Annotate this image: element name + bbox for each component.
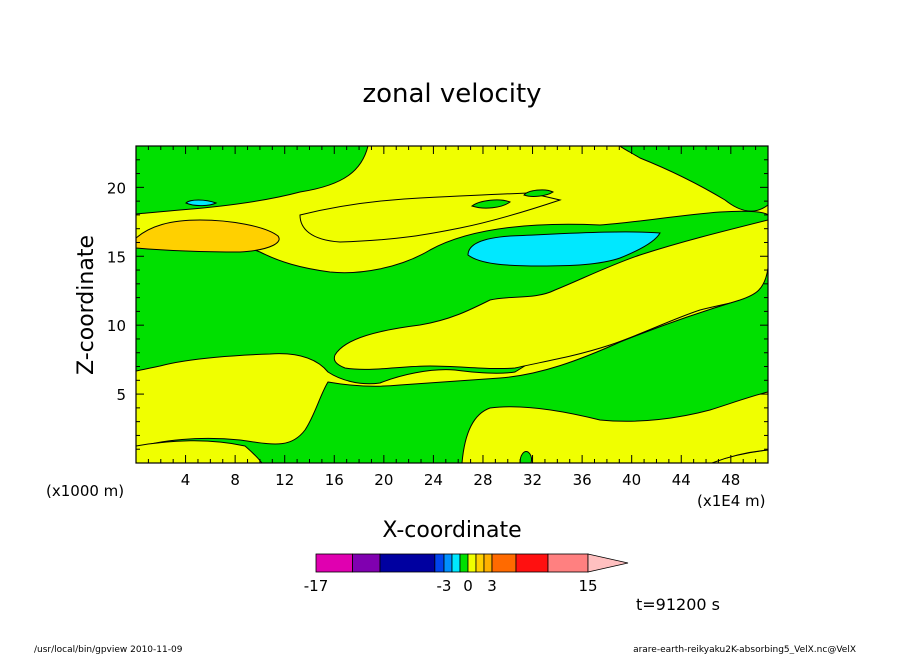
x-tick-label: 4 [181,471,191,489]
x-unit-label: (x1E4 m) [697,492,766,510]
colorbar-bin [315,553,353,573]
colorbar-bin [459,553,469,573]
colorbar-bin [451,553,461,573]
colorbar-bin [467,553,477,573]
y-tick-label: 10 [107,317,126,335]
colorbar: -17 -3 0 3 15 [304,553,629,595]
colorbar-bin [515,553,549,573]
y-tick-label: 15 [107,248,126,266]
colorbar-bin [352,553,381,573]
colorbar-bin [379,553,436,573]
region-negative-1-2-blob-small [185,199,218,207]
colorbar-bin [491,553,517,573]
chart-title: zonal velocity [362,79,541,109]
y-tick-label: 5 [116,386,126,404]
region-positive-lower-strip [461,391,768,463]
x-axis: 4 8 12 16 20 24 28 32 36 40 44 48 [147,146,757,489]
y-tick-label: 20 [107,179,126,197]
region-positive-bottom-left [136,440,263,463]
region-negative-island-2 [470,199,512,209]
x-tick-label: 32 [523,471,542,489]
y-unit-label: (x1000 m) [46,482,124,500]
x-tick-label: 16 [325,471,344,489]
x-tick-label: 8 [230,471,240,489]
x-tick-label: 48 [721,471,740,489]
x-tick-label: 36 [573,471,592,489]
colorbar-bin [483,553,493,573]
footer-left: /usr/local/bin/gpview 2010-11-09 [34,645,183,654]
footer-right: arare-earth-reikyaku2K-absorbing5_VelX.n… [633,645,856,654]
region-negative-1-2-blob-large [467,231,661,267]
colorbar-bin [434,553,445,573]
x-tick-label: 20 [374,471,393,489]
region-negative-top-left [136,146,369,215]
region-positive-1-2-blob [136,219,280,253]
x-tick-label: 44 [672,471,691,489]
region-negative-speck [519,451,533,463]
x-tick-label: 12 [275,471,294,489]
colorbar-bin [547,553,589,573]
x-axis-title: X-coordinate [382,518,521,543]
plot-area [136,146,768,463]
colorbar-tick-label: -3 [437,577,452,595]
x-tick-label: 24 [424,471,443,489]
colorbar-tick-label: -17 [304,577,329,595]
colorbar-tick-label: 3 [487,577,497,595]
colorbar-tick-label: 15 [578,577,597,595]
region-negative-top-right [619,146,768,212]
y-axis: 5 10 15 20 [107,159,768,450]
colorbar-tick-label: 0 [463,577,473,595]
colorbar-bin [475,553,485,573]
colorbar-overflow-arrow [587,553,629,573]
region-negative-island [523,189,554,197]
time-label: t=91200 s [636,595,720,614]
plot-frame [135,145,769,464]
colorbar-bin [443,553,453,573]
x-tick-label: 28 [473,471,492,489]
region-negative-lower-band [136,267,768,463]
y-axis-title: Z-coordinate [74,235,99,375]
x-tick-label: 40 [622,471,641,489]
